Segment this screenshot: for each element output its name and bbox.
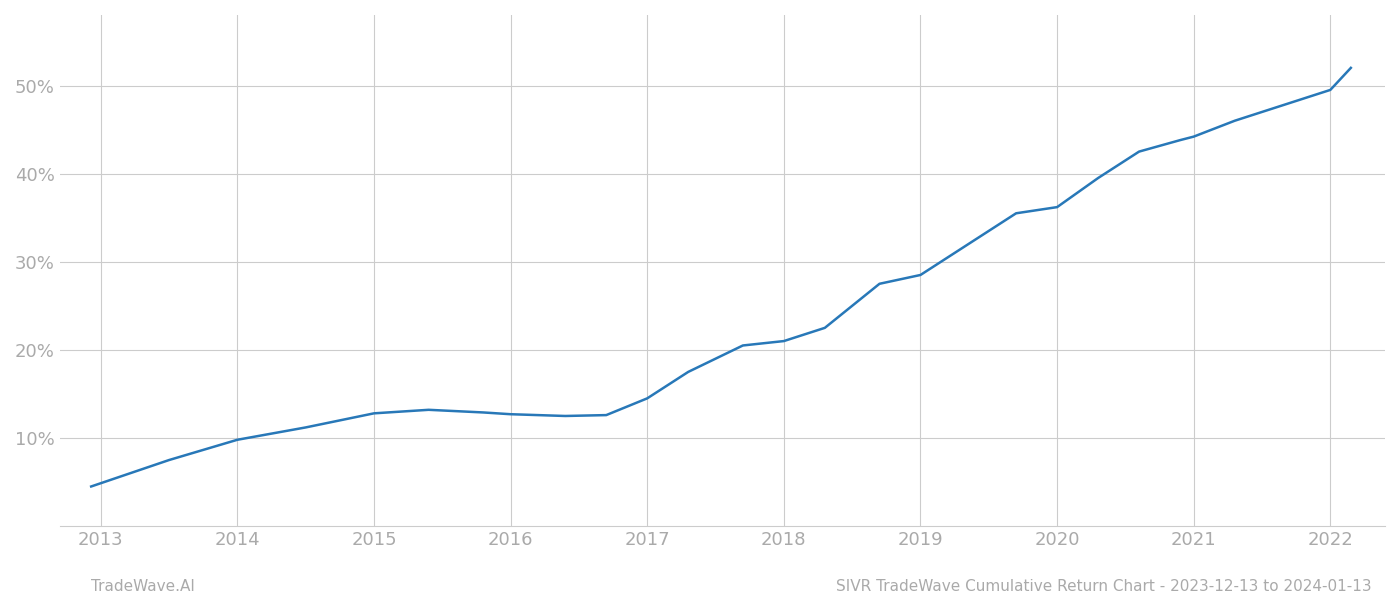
Text: TradeWave.AI: TradeWave.AI xyxy=(91,579,195,594)
Text: SIVR TradeWave Cumulative Return Chart - 2023-12-13 to 2024-01-13: SIVR TradeWave Cumulative Return Chart -… xyxy=(836,579,1372,594)
